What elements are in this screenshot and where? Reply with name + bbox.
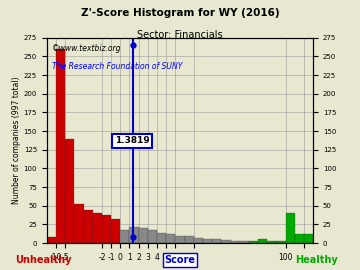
Bar [84, 210, 93, 243]
Bar [212, 239, 221, 243]
Bar [111, 219, 120, 243]
Text: 1.3819: 1.3819 [115, 136, 149, 145]
Bar [175, 235, 185, 243]
Y-axis label: Number of companies (997 total): Number of companies (997 total) [12, 77, 21, 204]
Bar [139, 228, 148, 243]
Bar [166, 234, 175, 243]
Bar [37, 238, 47, 243]
Text: Unhealthy: Unhealthy [15, 255, 71, 265]
Bar [240, 241, 249, 243]
Bar [28, 240, 37, 243]
Bar [221, 240, 230, 243]
Bar [258, 239, 267, 243]
Bar [10, 241, 19, 243]
Bar [194, 238, 203, 243]
Text: Sector: Financials: Sector: Financials [137, 30, 223, 40]
Text: Healthy: Healthy [296, 255, 338, 265]
Bar [130, 227, 139, 243]
Bar [230, 241, 240, 243]
Bar [276, 241, 285, 243]
Bar [0, 242, 1, 243]
Bar [185, 236, 194, 243]
Bar [47, 237, 56, 243]
Bar [295, 234, 304, 243]
Bar [1, 242, 10, 243]
Bar [102, 215, 111, 243]
Text: Z'-Score Histogram for WY (2016): Z'-Score Histogram for WY (2016) [81, 8, 279, 18]
Bar [304, 234, 313, 243]
Bar [148, 230, 157, 243]
Bar [75, 204, 84, 243]
Bar [249, 241, 258, 243]
Bar [56, 49, 65, 243]
Bar [93, 213, 102, 243]
Bar [65, 139, 75, 243]
Text: The Research Foundation of SUNY: The Research Foundation of SUNY [52, 62, 183, 72]
Text: ©www.textbiz.org: ©www.textbiz.org [52, 44, 122, 53]
Bar [203, 238, 212, 243]
Bar [19, 241, 28, 243]
Text: Score: Score [165, 255, 195, 265]
Bar [157, 232, 166, 243]
Bar [285, 213, 295, 243]
Bar [267, 241, 276, 243]
Bar [120, 230, 130, 243]
